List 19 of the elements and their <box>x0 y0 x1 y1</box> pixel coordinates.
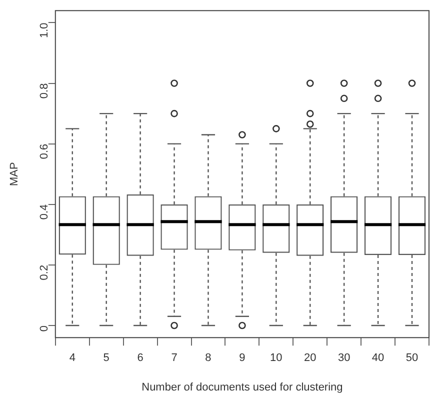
x-tick-label: 10 <box>270 352 282 364</box>
x-axis-title: Number of documents used for clustering <box>142 381 343 394</box>
x-tick-label: 4 <box>69 352 76 364</box>
x-tick-label: 40 <box>372 352 384 364</box>
x-tick-label: 7 <box>171 352 178 364</box>
x-tick-label: 50 <box>406 352 418 364</box>
y-tick-label: 0.4 <box>38 204 50 220</box>
x-tick-label: 6 <box>137 352 144 364</box>
y-tick-label: 0.8 <box>38 83 50 99</box>
x-tick-label: 8 <box>205 352 212 364</box>
y-tick-label: 0 <box>38 325 50 332</box>
y-tick-label: 0.6 <box>38 144 50 160</box>
x-tick-label: 20 <box>304 352 316 364</box>
y-tick-label: 1.0 <box>38 22 50 38</box>
y-axis-title: MAP <box>8 162 21 186</box>
x-tick-label: 9 <box>239 352 246 364</box>
x-tick-label: 5 <box>103 352 110 364</box>
x-tick-label: 30 <box>338 352 350 364</box>
y-tick-label: 0.2 <box>38 264 50 280</box>
